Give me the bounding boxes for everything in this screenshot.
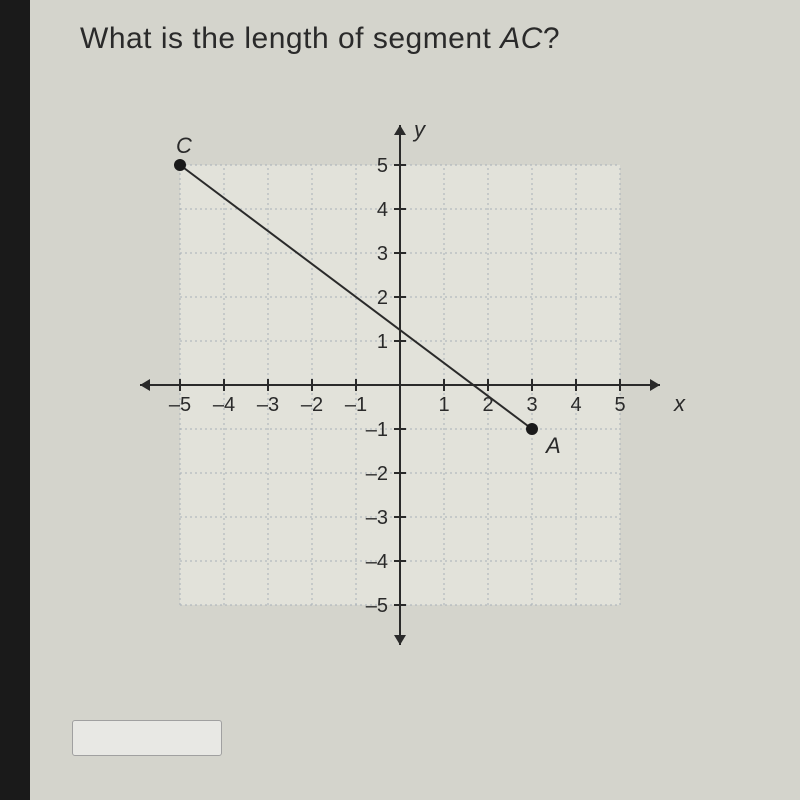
x-tick-label: –1 — [345, 394, 367, 416]
x-axis-label: x — [673, 391, 686, 416]
y-tick-label: 1 — [377, 331, 388, 353]
y-tick-label: –2 — [366, 463, 388, 485]
y-tick-label: –3 — [366, 507, 388, 529]
point-label-A: A — [544, 433, 561, 458]
point-C — [174, 159, 186, 171]
y-tick-label: –1 — [366, 419, 388, 441]
y-tick-label: 5 — [377, 155, 388, 177]
y-axis-label: y — [412, 117, 427, 142]
answer-input[interactable] — [72, 720, 222, 756]
point-label-C: C — [176, 133, 192, 158]
question-text: What is the length of segment AC? — [80, 22, 560, 56]
question-segment-name: AC — [500, 22, 543, 55]
question-prefix: What is the length of segment — [80, 22, 500, 55]
x-tick-label: –3 — [257, 394, 279, 416]
x-axis-arrow-left — [140, 379, 150, 391]
x-tick-label: 2 — [482, 394, 493, 416]
question-suffix: ? — [543, 22, 560, 55]
y-tick-label: 2 — [377, 287, 388, 309]
y-axis-arrow-up — [394, 125, 406, 135]
y-axis-arrow-down — [394, 635, 406, 645]
x-tick-label: 5 — [614, 394, 625, 416]
x-tick-label: 1 — [438, 394, 449, 416]
x-tick-label: 3 — [526, 394, 537, 416]
content-panel: What is the length of segment AC? –5–4–3… — [30, 0, 800, 800]
y-tick-label: 3 — [377, 243, 388, 265]
y-tick-label: 4 — [377, 199, 388, 221]
coordinate-plane-chart: –5 –4 –3 –2 –1 1 2 3 4 5 –5 –4 –3 –2 –1 1 2 3 4 5 x y C A — [100, 110, 700, 670]
chart-svg: –5 –4 –3 –2 –1 1 2 3 4 5 –5 –4 –3 –2 –1 1 2 3 4 5 x y C A — [100, 110, 700, 670]
x-tick-label: –2 — [301, 394, 323, 416]
point-A — [526, 423, 538, 435]
x-axis-arrow-right — [650, 379, 660, 391]
window-left-edge — [0, 0, 30, 800]
x-tick-label: 4 — [570, 394, 581, 416]
y-tick-label: –4 — [366, 551, 388, 573]
x-tick-label: –4 — [213, 394, 235, 416]
x-tick-label: –5 — [169, 394, 191, 416]
y-tick-label: –5 — [366, 595, 388, 617]
